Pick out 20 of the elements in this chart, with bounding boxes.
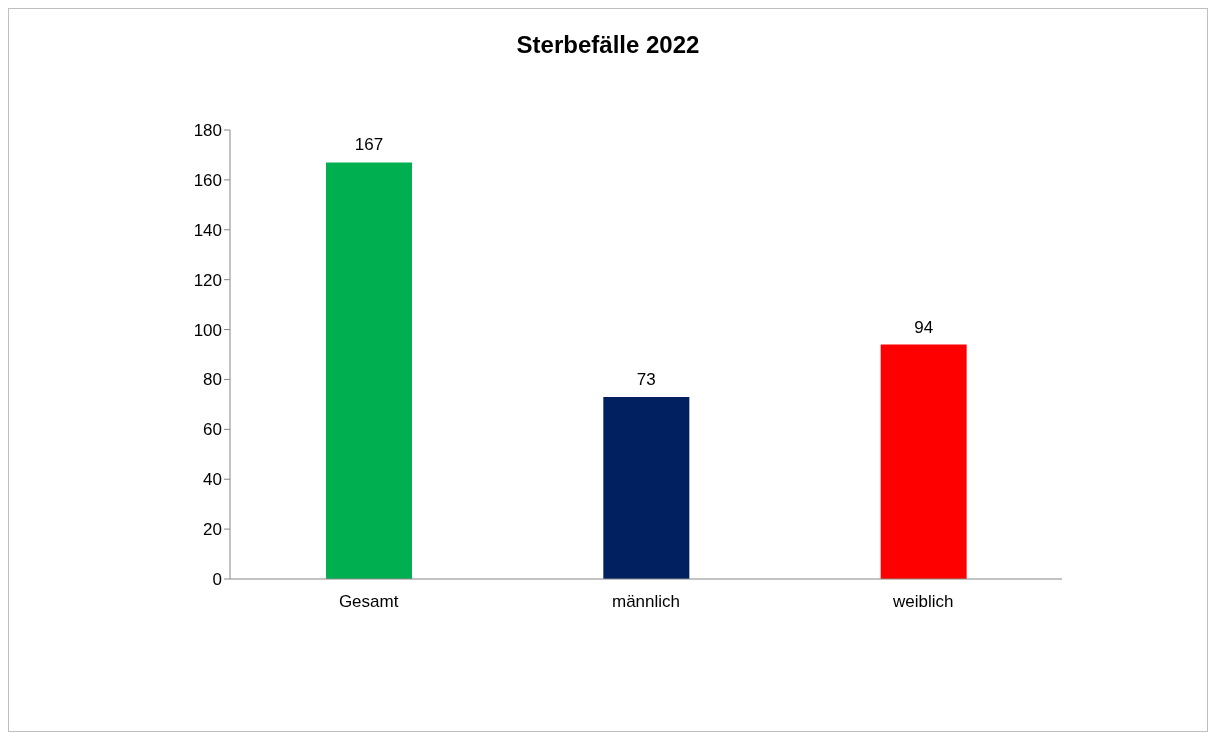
- y-tick-label: 160: [193, 170, 222, 190]
- x-tick-label: weiblich: [892, 592, 954, 612]
- bar: [603, 396, 690, 579]
- y-tick-label: 100: [193, 320, 222, 340]
- bar: [880, 344, 967, 579]
- y-tick-label: 40: [203, 470, 222, 490]
- data-label: 167: [354, 135, 384, 155]
- x-tick-label: männlich: [611, 592, 681, 612]
- chart-title: Sterbefälle 2022: [515, 31, 701, 59]
- bar: [326, 162, 412, 579]
- data-label: 94: [914, 317, 934, 337]
- y-tick-label: 60: [203, 420, 222, 440]
- y-tick-label: 120: [193, 270, 222, 290]
- y-tick-label: 180: [193, 121, 222, 141]
- y-tick-label: 20: [203, 520, 222, 540]
- y-tick-label: 140: [193, 220, 222, 240]
- data-label: 73: [636, 369, 656, 389]
- x-tick-label: Gesamt: [338, 592, 399, 612]
- y-tick-label: 0: [212, 570, 222, 590]
- y-tick-label: 80: [203, 370, 222, 390]
